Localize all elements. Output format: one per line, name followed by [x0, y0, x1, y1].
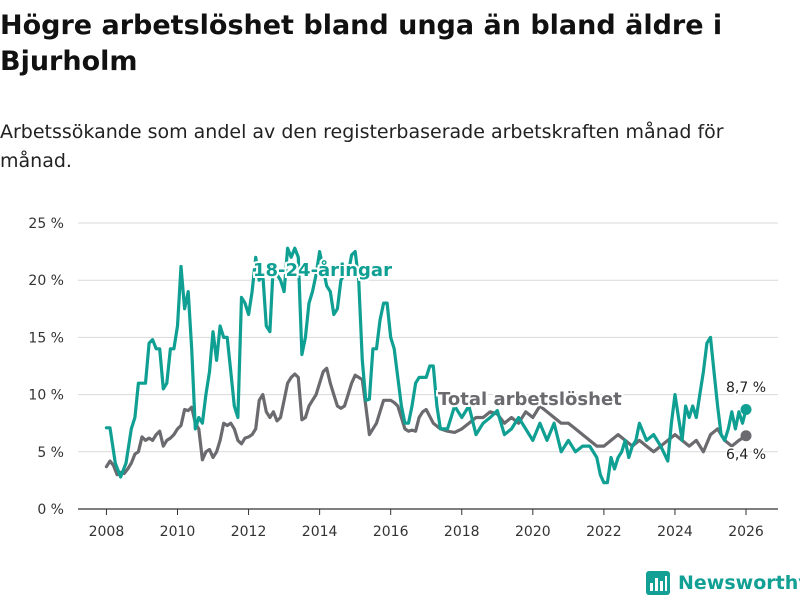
total-series-label: Total arbetslöshet — [438, 389, 622, 410]
y-tick-label: 10 % — [28, 388, 64, 404]
axes: 0 % 5 % 10 % 15 % 20 % 25 % 2008 2010 2012 2014 20… — [28, 216, 763, 540]
x-tick-label: 2012 — [231, 524, 267, 540]
chart-subtitle: Arbetssökande som andel av den registerb… — [0, 121, 724, 172]
newsworthy-logo-icon — [646, 571, 670, 595]
youth-end-label: 8,7 % — [726, 380, 766, 396]
y-tick-label: 15 % — [28, 330, 64, 346]
youth-series-line — [104, 246, 748, 485]
newsworthy-brand[interactable]: Newsworthy — [646, 568, 800, 598]
brand-name: Newsworthy — [678, 572, 800, 594]
chart-title: Högre arbetslöshet bland unga än bland ä… — [0, 10, 723, 77]
total-end-point — [740, 430, 752, 442]
y-tick-label: 25 % — [28, 216, 64, 232]
y-tick-label: 20 % — [28, 273, 64, 289]
x-tick-label: 2020 — [515, 524, 551, 540]
x-tick-label: 2016 — [373, 524, 409, 540]
gridlines — [78, 222, 778, 510]
y-tick-label: 5 % — [37, 445, 64, 461]
y-tick-label: 0 % — [37, 502, 64, 518]
series — [104, 246, 752, 485]
total-series-line — [104, 366, 748, 477]
youth-series-label: 18-24-åringar — [253, 259, 392, 281]
x-tick-label: 2018 — [444, 524, 480, 540]
x-tick-label: 2026 — [728, 524, 764, 540]
x-tick-label: 2024 — [657, 524, 693, 540]
x-tick-label: 2008 — [89, 524, 125, 540]
x-tick-label: 2010 — [160, 524, 196, 540]
labels: 18-24-åringar Total arbetslöshet 8,7 % 6,4 … — [251, 257, 768, 465]
x-tick-label: 2022 — [586, 524, 622, 540]
youth-end-point — [740, 403, 752, 415]
x-tick-label: 2014 — [302, 524, 338, 540]
total-end-label: 6,4 % — [726, 447, 766, 463]
